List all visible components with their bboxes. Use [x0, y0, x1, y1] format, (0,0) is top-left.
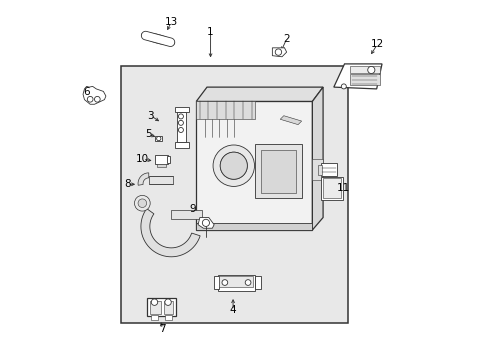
Text: 7: 7 [159, 324, 165, 334]
Circle shape [134, 195, 150, 211]
Polygon shape [333, 64, 381, 89]
Polygon shape [175, 107, 189, 112]
Bar [121, 66, 347, 323]
Text: 1: 1 [207, 27, 213, 37]
Polygon shape [196, 102, 312, 230]
Polygon shape [321, 177, 342, 200]
Circle shape [151, 299, 157, 305]
Polygon shape [272, 48, 286, 57]
Text: 3: 3 [147, 111, 154, 121]
Circle shape [367, 66, 374, 73]
Circle shape [178, 114, 183, 119]
Circle shape [178, 127, 183, 132]
Polygon shape [255, 144, 301, 198]
Polygon shape [349, 73, 379, 85]
Polygon shape [141, 33, 174, 45]
Polygon shape [138, 173, 148, 185]
Circle shape [213, 145, 254, 186]
Text: 12: 12 [370, 39, 383, 49]
Polygon shape [83, 86, 106, 104]
Polygon shape [147, 298, 176, 316]
Polygon shape [196, 223, 312, 230]
Circle shape [87, 96, 93, 102]
Polygon shape [164, 301, 173, 314]
Text: 9: 9 [189, 204, 196, 214]
Polygon shape [151, 315, 158, 320]
Polygon shape [349, 66, 379, 73]
Polygon shape [321, 163, 336, 176]
Polygon shape [148, 176, 173, 184]
Polygon shape [219, 276, 253, 287]
Circle shape [156, 136, 161, 141]
Text: 6: 6 [83, 87, 90, 98]
Circle shape [138, 199, 146, 207]
Text: 2: 2 [283, 34, 289, 44]
Circle shape [94, 96, 100, 102]
Polygon shape [176, 112, 185, 143]
Text: 8: 8 [124, 179, 130, 189]
Circle shape [222, 280, 227, 285]
Polygon shape [312, 158, 323, 180]
Circle shape [275, 49, 281, 55]
Polygon shape [280, 116, 301, 125]
Polygon shape [198, 217, 214, 228]
Text: 5: 5 [145, 129, 152, 139]
Polygon shape [150, 301, 161, 314]
Polygon shape [255, 276, 260, 289]
Polygon shape [141, 31, 174, 46]
Polygon shape [157, 164, 165, 167]
Text: 11: 11 [337, 183, 350, 193]
Polygon shape [175, 143, 189, 148]
Circle shape [164, 299, 171, 305]
Polygon shape [171, 210, 201, 219]
Polygon shape [214, 276, 219, 289]
Text: 13: 13 [164, 17, 178, 27]
Polygon shape [260, 150, 296, 193]
Text: 4: 4 [229, 305, 236, 315]
Polygon shape [196, 87, 323, 102]
Polygon shape [166, 156, 170, 163]
Polygon shape [196, 102, 255, 119]
Circle shape [341, 84, 346, 89]
Polygon shape [141, 208, 200, 257]
Polygon shape [217, 275, 255, 291]
Polygon shape [155, 155, 167, 164]
Circle shape [220, 152, 247, 179]
Polygon shape [317, 165, 322, 175]
Text: 10: 10 [136, 154, 149, 164]
Polygon shape [165, 315, 172, 320]
Polygon shape [155, 136, 162, 141]
Circle shape [244, 280, 250, 285]
Circle shape [202, 219, 209, 226]
Polygon shape [323, 178, 340, 198]
Polygon shape [312, 87, 323, 230]
Circle shape [178, 120, 183, 125]
